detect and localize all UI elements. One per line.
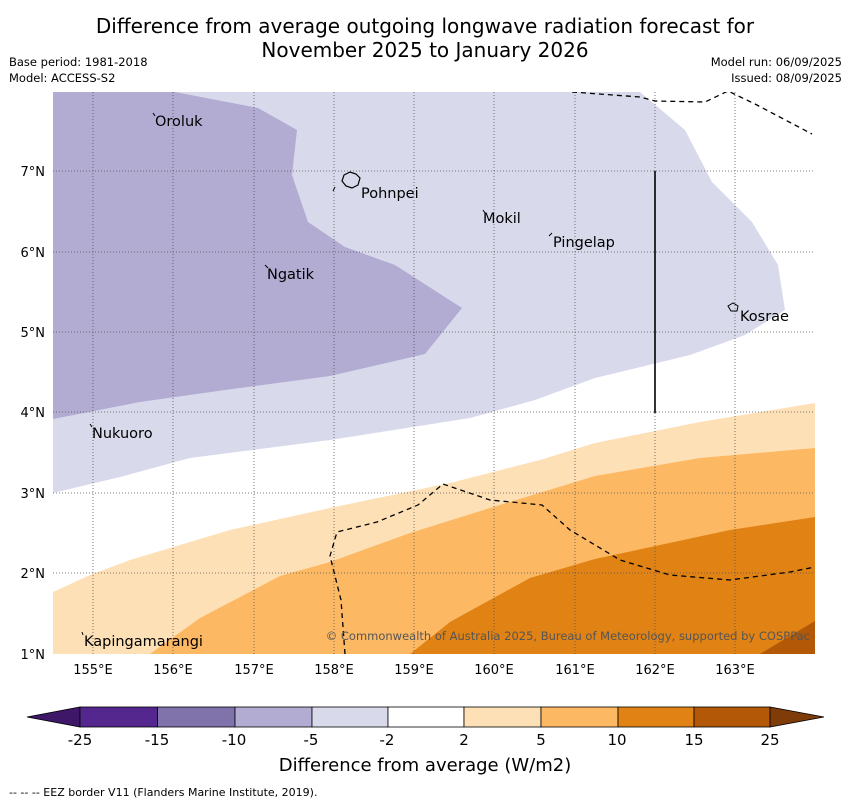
- colorbar-label: Difference from average (W/m2): [278, 755, 572, 776]
- place-nukuoro: Nukuoro: [92, 426, 153, 442]
- pohnpei-island: [341, 171, 361, 189]
- colorbar-bin-minus10-minus5: [234, 706, 313, 728]
- lat-tick-5: 5°N: [21, 326, 46, 341]
- eez-borders: [329, 92, 815, 654]
- place-oroluk: Oroluk: [155, 114, 203, 130]
- lat-tick-1: 1°N: [21, 648, 46, 663]
- lon-tick-157: 157°E: [234, 663, 274, 678]
- cb-tick-5: 5: [536, 731, 546, 749]
- lat-tick-2: 2°N: [21, 567, 46, 582]
- cb-tick-minus2: -2: [380, 731, 395, 749]
- kosrae-island: [727, 302, 739, 312]
- cb-tick-minus25: -25: [68, 731, 93, 749]
- lon-tick-160: 160°E: [474, 663, 514, 678]
- colorbar-bin-5-10: [540, 706, 619, 728]
- lat-tick-6: 6°N: [21, 246, 46, 261]
- colorbar-ticks: -25 -15 -10 -5 -2 2 5 10 15 25: [68, 731, 780, 749]
- lon-tick-156: 156°E: [153, 663, 193, 678]
- cb-tick-15: 15: [684, 731, 703, 749]
- map-title: Difference from average outgoing longwav…: [0, 14, 850, 62]
- colorbar: [26, 706, 825, 728]
- band-15-to-25: [760, 621, 815, 654]
- eez-footnote: -- -- -- EEZ border V11 (Flanders Marine…: [9, 786, 318, 799]
- place-kosrae: Kosrae: [740, 309, 789, 325]
- longitude-ticks: 155°E 156°E 157°E 158°E 159°E 160°E 161°…: [73, 663, 755, 678]
- place-kapingamarangi: Kapingamarangi: [84, 634, 203, 650]
- meta-left: Base period: 1981-2018 Model: ACCESS-S2: [9, 54, 148, 86]
- colorbar-bin-minus25-minus15: [79, 706, 158, 728]
- gridlines: [53, 92, 815, 654]
- cb-tick-25: 25: [760, 731, 779, 749]
- colorbar-bin-2-5: [463, 706, 542, 728]
- lon-tick-158: 158°E: [314, 663, 354, 678]
- band-minus10-to-minus5: [53, 92, 462, 419]
- map-plot-area: [53, 92, 815, 654]
- colorbar-bin-minus15-minus10: [157, 706, 236, 728]
- cb-tick-10: 10: [607, 731, 626, 749]
- model-run: Model run: 06/09/2025: [710, 55, 842, 69]
- band-10-to-15: [410, 517, 815, 654]
- lat-tick-4: 4°N: [21, 406, 46, 421]
- map-title-line1: Difference from average outgoing longwav…: [95, 14, 755, 38]
- issued-date: Issued: 08/09/2025: [731, 71, 842, 85]
- place-mokil: Mokil: [483, 211, 521, 227]
- cb-tick-2: 2: [459, 731, 469, 749]
- colorbar-bin-minus2-2: [387, 706, 465, 728]
- lat-tick-3: 3°N: [21, 487, 46, 502]
- lon-tick-159: 159°E: [394, 663, 434, 678]
- colorbar-bin-10-15: [617, 706, 695, 728]
- lon-tick-163: 163°E: [715, 663, 755, 678]
- colorbar-bin-15-25: [693, 706, 771, 728]
- pohnpei-atoll-mark: [332, 186, 336, 192]
- model-name: Model: ACCESS-S2: [9, 71, 116, 85]
- lat-tick-7: 7°N: [21, 165, 46, 180]
- cb-tick-minus15: -15: [145, 731, 170, 749]
- place-pohnpei: Pohnpei: [361, 186, 419, 202]
- place-pingelap: Pingelap: [553, 235, 615, 251]
- place-ngatik: Ngatik: [267, 267, 315, 283]
- colorbar-high-arrow: [769, 706, 825, 728]
- map-title-line2: November 2025 to January 2026: [261, 38, 589, 62]
- lon-tick-155: 155°E: [73, 663, 113, 678]
- atoll-markers: [81, 112, 553, 636]
- base-period: Base period: 1981-2018: [9, 55, 148, 69]
- lon-tick-161: 161°E: [555, 663, 595, 678]
- colorbar-bin-minus5-minus2: [311, 706, 389, 728]
- cb-tick-minus10: -10: [222, 731, 247, 749]
- copyright-notice: © Commonwealth of Australia 2025, Bureau…: [326, 629, 810, 643]
- latitude-ticks: 7°N 6°N 5°N 4°N 3°N 2°N 1°N: [21, 165, 46, 663]
- colorbar-low-arrow: [26, 706, 81, 728]
- meta-right: Model run: 06/09/2025 Issued: 08/09/2025: [711, 54, 842, 86]
- lon-tick-162: 162°E: [635, 663, 675, 678]
- cb-tick-minus5: -5: [304, 731, 319, 749]
